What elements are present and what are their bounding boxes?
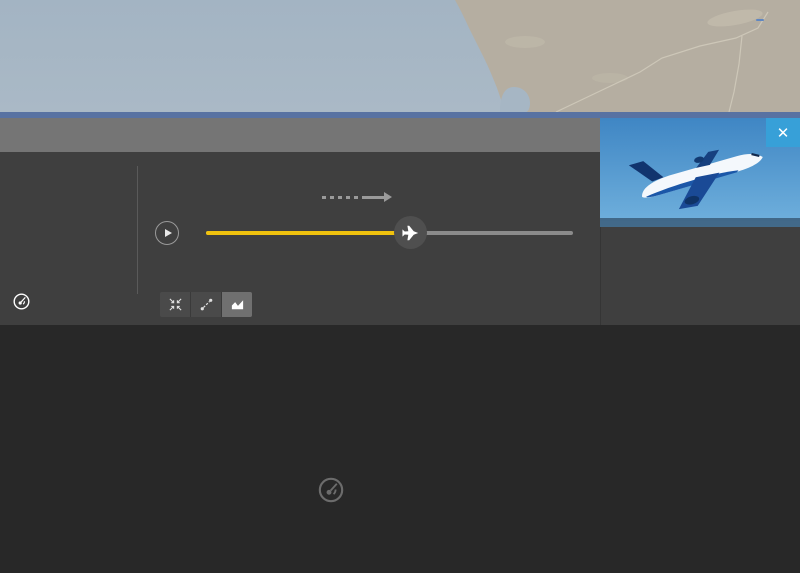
- airplane-icon: [401, 225, 418, 240]
- photo-credit-link[interactable]: [600, 218, 800, 227]
- radar-icon: [13, 293, 30, 310]
- view-buttons: [160, 292, 252, 317]
- chart-canvas[interactable]: [0, 325, 800, 573]
- progress-airplane-knob[interactable]: [394, 216, 427, 249]
- speed-altitude-graph[interactable]: [0, 325, 800, 573]
- map-bay: [500, 87, 530, 112]
- route-view-button[interactable]: [191, 292, 222, 317]
- watermark: [318, 477, 349, 503]
- road-badge-a33: [756, 19, 764, 21]
- aircraft-illustration: [628, 149, 763, 210]
- close-icon: ✕: [776, 124, 790, 142]
- collapse-view-button[interactable]: [160, 292, 191, 317]
- aircraft-info-panel: [600, 227, 800, 325]
- map-road: [728, 35, 743, 112]
- playback-header: [0, 118, 600, 152]
- playback-panel: [0, 152, 600, 325]
- map-road: [555, 11, 769, 112]
- divider: [137, 166, 138, 294]
- route-arrow-icon: [322, 192, 392, 202]
- flightradar24-logo: [13, 293, 34, 310]
- map-land: [455, 0, 800, 112]
- map[interactable]: [0, 0, 800, 112]
- play-button[interactable]: [155, 221, 179, 245]
- radar-icon: [318, 477, 344, 503]
- playback-progress-bar[interactable]: [206, 231, 573, 235]
- map-canvas: [455, 0, 800, 112]
- panel-top-strip: [0, 112, 800, 118]
- play-icon: [164, 229, 172, 237]
- close-button[interactable]: ✕: [766, 118, 800, 147]
- progress-fill: [206, 231, 398, 235]
- graph-view-button[interactable]: [222, 292, 252, 317]
